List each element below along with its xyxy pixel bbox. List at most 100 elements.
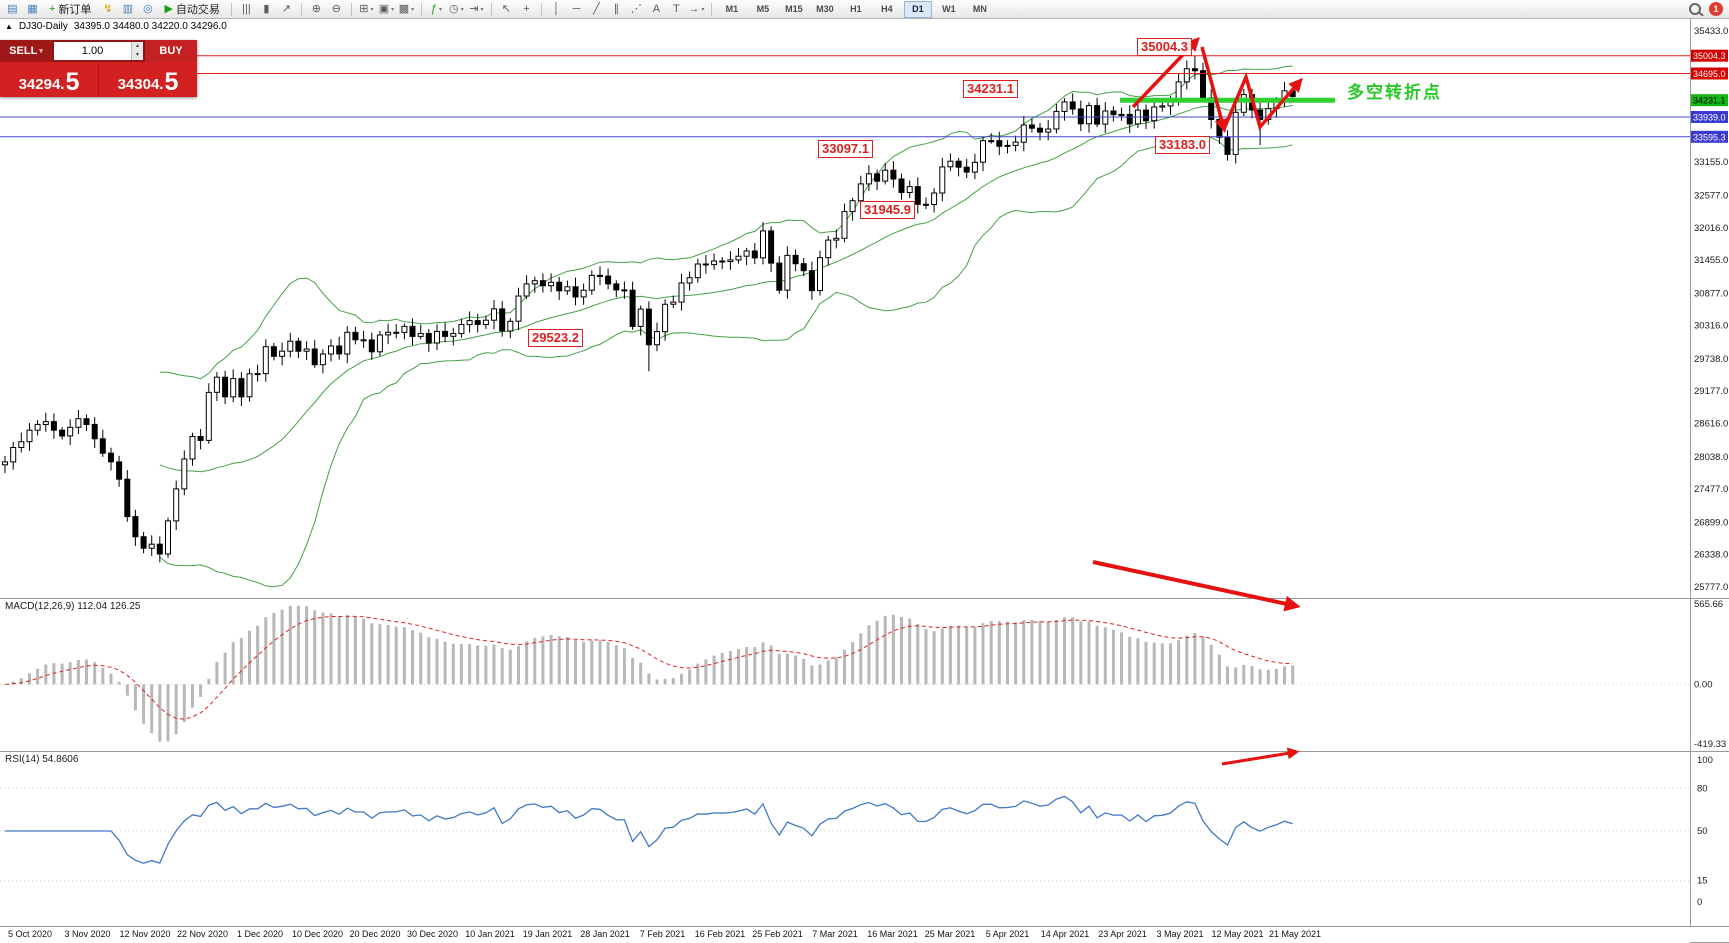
chevron-down-icon: ▾ bbox=[39, 48, 43, 55]
toolbar-separator bbox=[710, 2, 712, 16]
svg-text:15: 15 bbox=[1697, 876, 1708, 887]
line-chart-icon: ↗ bbox=[281, 2, 292, 15]
market-watch-button[interactable]: ▦ bbox=[23, 0, 42, 18]
notification-badge[interactable]: 1 bbox=[1709, 2, 1723, 16]
price-annotation[interactable]: 35004.3 bbox=[1137, 38, 1192, 56]
play-icon: ▶ bbox=[164, 2, 173, 15]
zoom-in-icon: ⊕ bbox=[311, 2, 322, 15]
text-button[interactable]: A bbox=[647, 0, 666, 18]
candlestick-chart-button[interactable]: ▮ bbox=[257, 0, 276, 18]
date-axis-label: 1 Dec 2020 bbox=[236, 929, 284, 939]
svg-text:80: 80 bbox=[1697, 783, 1708, 794]
quick-trade-button[interactable]: ↯ bbox=[98, 0, 117, 18]
timeframe-h4-button[interactable]: H4 bbox=[881, 4, 893, 14]
svg-text:30877.0: 30877.0 bbox=[1694, 288, 1728, 299]
toolbar-separator bbox=[490, 2, 492, 16]
timeframe-d1-button[interactable]: D1 bbox=[903, 0, 932, 18]
history-button[interactable]: ◎ bbox=[138, 0, 157, 18]
sell-button[interactable]: SELL ▾ bbox=[0, 40, 52, 62]
svg-text:33939.0: 33939.0 bbox=[1693, 113, 1726, 123]
new-order-button[interactable]: + 新订单 bbox=[43, 0, 97, 18]
price-annotation[interactable]: 34231.1 bbox=[963, 80, 1018, 98]
search-button[interactable] bbox=[1685, 0, 1704, 18]
volume-input[interactable]: 1.00 ▴ ▾ bbox=[54, 42, 143, 60]
buy-price-button[interactable]: 34304. 5 bbox=[98, 62, 197, 97]
date-axis-label: 30 Dec 2020 bbox=[406, 929, 459, 939]
timeframe-m15-button[interactable]: M15 bbox=[785, 4, 803, 14]
rsi-panel: 100 80 50 15 0 bbox=[0, 755, 1713, 908]
fibonacci-icon: ⋰ bbox=[630, 2, 642, 15]
new-chart-button[interactable]: ▣ ▾ bbox=[377, 0, 396, 18]
trend-arrows bbox=[1092, 36, 1303, 766]
dropdown-caret-icon: ▾ bbox=[411, 6, 415, 13]
zoom-out-button[interactable]: ⊖ bbox=[327, 0, 346, 18]
trade-panel-prices: 34294. 5 34304. 5 bbox=[0, 62, 197, 97]
volume-down-button[interactable]: ▾ bbox=[132, 51, 143, 60]
cursor-button[interactable]: ↖ bbox=[497, 0, 516, 18]
fibonacci-button[interactable]: ⋰ bbox=[627, 0, 646, 18]
new-order-button-label: 新订单 bbox=[58, 4, 92, 16]
price-annotation[interactable]: 33183.0 bbox=[1155, 136, 1210, 154]
svg-text:33595.3: 33595.3 bbox=[1693, 132, 1726, 142]
charts-window-button[interactable]: ▤ bbox=[3, 0, 22, 18]
timeframe-mn-button[interactable]: MN bbox=[972, 4, 987, 14]
arrow-objects-icon: → bbox=[688, 2, 700, 15]
arrows-menu-button[interactable]: → ▾ bbox=[687, 0, 706, 18]
line-chart-button[interactable]: ↗ bbox=[277, 0, 296, 18]
clock-icon: ◷ bbox=[449, 2, 459, 15]
zoom-in-button[interactable]: ⊕ bbox=[307, 0, 326, 18]
label-icon: T bbox=[673, 2, 680, 15]
date-axis-label: 5 Apr 2021 bbox=[985, 929, 1030, 939]
volume-up-button[interactable]: ▴ bbox=[132, 42, 143, 51]
buy-button-label: BUY bbox=[159, 45, 183, 57]
indicators-button[interactable]: ƒ ▾ bbox=[427, 0, 446, 18]
timeframe-m1-button[interactable]: M1 bbox=[725, 4, 739, 14]
tick-up-icon: ▲ bbox=[5, 22, 13, 31]
date-axis-label: 12 Nov 2020 bbox=[119, 929, 171, 939]
sell-price-button[interactable]: 34294. 5 bbox=[0, 62, 98, 97]
timeframe-h1-button[interactable]: H1 bbox=[850, 4, 862, 14]
new-order-plus-icon: + bbox=[49, 2, 56, 15]
date-axis-label: 28 Jan 2021 bbox=[580, 929, 630, 939]
toolbar-left-group: ▤ ▦ + 新订单 ↯ ▥ ◎ ▶ 自动交易 ||| ▮ ↗ ⊕ ⊖ ⊞ ▾ ▣ ▾ ▩ ▾ ƒ ▾ ◷ ▾ ⇥ ▾ ↖ + │ ─ ╱ ∥ ⋰… bbox=[3, 0, 995, 18]
zoom-out-icon: ⊖ bbox=[331, 2, 342, 15]
sell-button-label: SELL bbox=[9, 45, 38, 57]
reports-button[interactable]: ▥ bbox=[118, 0, 137, 18]
sell-price: 34294. bbox=[18, 76, 65, 93]
svg-text:35433.0: 35433.0 bbox=[1694, 26, 1728, 37]
price-annotation[interactable]: 29523.2 bbox=[528, 329, 583, 347]
crosshair-button[interactable]: + bbox=[517, 0, 536, 18]
toolbar-separator bbox=[350, 2, 352, 16]
autotrade-button[interactable]: ▶ 自动交易 bbox=[158, 0, 225, 18]
svg-text:26338.0: 26338.0 bbox=[1694, 550, 1728, 561]
profiles-button[interactable]: ▩ ▾ bbox=[397, 0, 416, 18]
horizontal-line-button[interactable]: ─ bbox=[567, 0, 586, 18]
bar-chart-button[interactable]: ||| bbox=[237, 0, 256, 18]
price-annotation[interactable]: 33097.1 bbox=[818, 140, 873, 158]
channel-button[interactable]: ∥ bbox=[607, 0, 626, 18]
toolbar-separator bbox=[300, 2, 302, 16]
vertical-line-button[interactable]: │ bbox=[547, 0, 566, 18]
timeframes-menu-button[interactable]: ◷ ▾ bbox=[447, 0, 466, 18]
turning-point-label[interactable]: 多空转折点 bbox=[1347, 83, 1442, 102]
date-axis-label: 3 May 2021 bbox=[1156, 929, 1204, 939]
svg-text:26899.0: 26899.0 bbox=[1694, 517, 1728, 528]
history-icon: ◎ bbox=[143, 2, 153, 15]
svg-text:27477.0: 27477.0 bbox=[1694, 484, 1728, 495]
chart-canvas[interactable]: 35433.0 33155.0 32577.0 32016.0 31455.0 30877… bbox=[0, 19, 1729, 943]
templates-button[interactable]: ⇥ ▾ bbox=[467, 0, 486, 18]
dropdown-caret-icon: ▾ bbox=[460, 6, 464, 13]
dropdown-caret-icon: ▾ bbox=[391, 6, 395, 13]
timeframe-m30-button[interactable]: M30 bbox=[816, 4, 834, 14]
price-annotation[interactable]: 31945.9 bbox=[860, 201, 915, 219]
profiles-icon: ▩ bbox=[398, 2, 410, 15]
svg-text:33155.0: 33155.0 bbox=[1694, 157, 1728, 168]
svg-text:-419.33: -419.33 bbox=[1694, 739, 1726, 750]
timeframe-w1-button[interactable]: W1 bbox=[942, 4, 956, 14]
label-button[interactable]: T bbox=[667, 0, 686, 18]
svg-text:29738.0: 29738.0 bbox=[1694, 354, 1728, 365]
trendline-button[interactable]: ╱ bbox=[587, 0, 606, 18]
timeframe-m5-button[interactable]: M5 bbox=[756, 4, 770, 14]
tile-windows-button[interactable]: ⊞ ▾ bbox=[357, 0, 376, 18]
buy-button[interactable]: BUY bbox=[145, 40, 197, 62]
